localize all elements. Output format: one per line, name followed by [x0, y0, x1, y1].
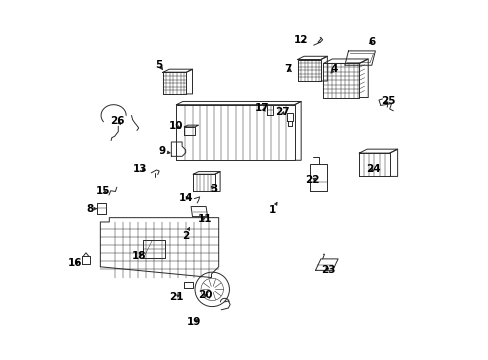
- Text: 2: 2: [182, 228, 189, 240]
- Text: 13: 13: [133, 164, 147, 174]
- Text: 21: 21: [169, 292, 183, 302]
- Text: 9: 9: [158, 146, 170, 156]
- Text: 15: 15: [95, 186, 110, 196]
- Text: 22: 22: [305, 175, 319, 185]
- Text: 4: 4: [330, 64, 337, 74]
- Text: 3: 3: [210, 184, 217, 194]
- Text: 14: 14: [179, 193, 193, 203]
- Text: 12: 12: [293, 35, 308, 45]
- Text: 5: 5: [155, 60, 163, 70]
- Text: 17: 17: [255, 103, 269, 113]
- Text: 7: 7: [284, 64, 291, 74]
- Text: 23: 23: [321, 265, 335, 275]
- Text: 10: 10: [169, 121, 183, 131]
- Text: 25: 25: [380, 96, 394, 106]
- Text: 8: 8: [86, 204, 97, 214]
- Text: 19: 19: [187, 318, 201, 327]
- Text: 20: 20: [198, 291, 212, 301]
- Text: 27: 27: [274, 107, 289, 117]
- Text: 18: 18: [131, 251, 145, 261]
- Text: 11: 11: [198, 215, 212, 224]
- Text: 24: 24: [366, 164, 380, 174]
- Text: 16: 16: [68, 258, 82, 268]
- Text: 1: 1: [268, 202, 277, 216]
- Text: 6: 6: [367, 37, 375, 47]
- Text: 26: 26: [110, 116, 124, 126]
